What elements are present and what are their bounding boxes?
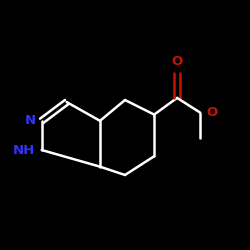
Text: O: O (172, 55, 183, 68)
Text: NH: NH (13, 144, 36, 156)
Text: O: O (206, 106, 218, 119)
Text: N: N (24, 114, 36, 127)
